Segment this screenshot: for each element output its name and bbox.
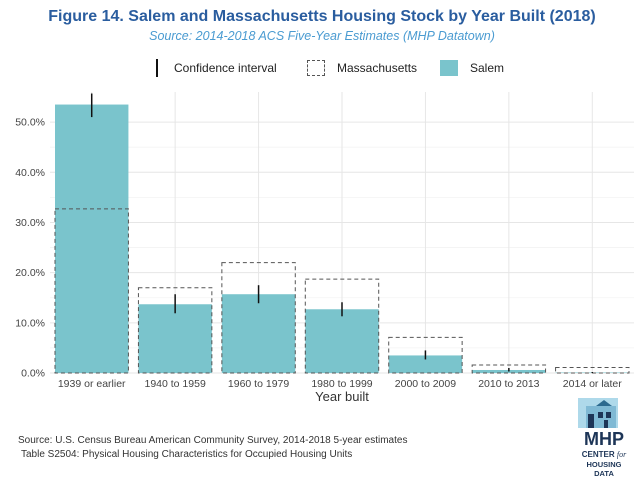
salem-bar: [221, 294, 296, 373]
legend-item-salem: Salem: [440, 56, 504, 80]
legend-label-massachusetts: Massachusetts: [337, 61, 418, 75]
chart-legend: Confidence interval Massachusetts Salem: [0, 56, 644, 80]
salem-bar: [388, 355, 463, 373]
chart-subtitle: Source: 2014-2018 ACS Five-Year Estimate…: [149, 29, 495, 43]
massachusetts-bar: [137, 287, 213, 374]
salem-bar: [138, 304, 212, 373]
legend-label-ci: Confidence interval: [174, 61, 277, 75]
y-tick-label: 10.0%: [15, 317, 45, 329]
legend-item-ci: Confidence interval: [148, 56, 277, 80]
massachusetts-bar: [221, 262, 296, 374]
y-tick-label: 0.0%: [21, 368, 45, 380]
x-tick-label: 1939 or earlier: [58, 378, 126, 390]
massachusetts-bar: [471, 364, 547, 374]
y-tick-label: 50.0%: [15, 117, 45, 129]
footer-source: Source: U.S. Census Bureau American Comm…: [18, 435, 408, 446]
massachusetts-bar: [54, 208, 129, 374]
y-tick-label: 20.0%: [15, 267, 45, 279]
confidence-interval-swatch: [156, 59, 158, 77]
mhp-logo: MHP CENTER for HOUSING DATA: [578, 398, 630, 478]
legend-item-massachusetts: Massachusetts: [307, 56, 417, 80]
y-tick-label: 30.0%: [15, 217, 45, 229]
x-tick-label: 2010 to 2013: [478, 378, 539, 390]
x-tick-label: 2014 or later: [563, 378, 622, 390]
logo-line2: HOUSING DATA: [586, 460, 622, 478]
massachusetts-swatch: [307, 60, 325, 76]
x-tick-label: 1980 to 1999: [311, 378, 372, 390]
massachusetts-bar: [304, 278, 380, 374]
x-tick-label: 1940 to 1959: [144, 378, 205, 390]
salem-swatch: [440, 60, 458, 76]
legend-label-salem: Salem: [470, 61, 505, 75]
salem-bar: [55, 104, 129, 373]
y-tick-label: 40.0%: [15, 167, 45, 179]
massachusetts-bar: [388, 336, 463, 374]
x-axis-title: Year built: [315, 389, 369, 404]
house-icon: [578, 398, 618, 428]
x-tick-label: 1960 to 1979: [228, 378, 289, 390]
chart-title: Figure 14. Salem and Massachusetts Housi…: [48, 8, 596, 25]
x-tick-label: 2000 to 2009: [395, 378, 456, 390]
salem-bar: [305, 309, 379, 373]
footer-table: Table S2504: Physical Housing Characteri…: [21, 449, 353, 460]
logo-line1: CENTER for: [581, 450, 627, 459]
logo-name: MHP: [584, 429, 624, 449]
